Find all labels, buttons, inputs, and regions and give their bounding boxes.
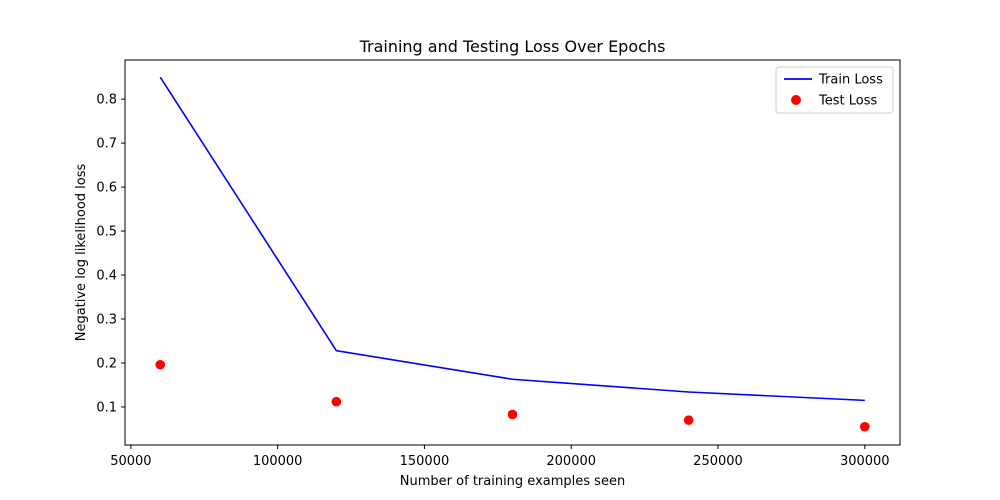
x-tick-label: 300000 — [840, 454, 890, 469]
x-tick-label: 250000 — [693, 454, 743, 469]
y-tick-label: 0.6 — [96, 181, 117, 196]
legend-test-loss-label: Test Loss — [818, 94, 877, 109]
x-tick-label: 200000 — [546, 454, 596, 469]
x-tick-label: 50000 — [110, 454, 151, 469]
test-loss-point — [331, 396, 342, 407]
x-tick-label: 100000 — [253, 454, 303, 469]
test-loss-point — [507, 409, 518, 420]
x-axis-ticks: 50000 100000 150000 200000 250000 300000 — [110, 445, 890, 469]
chart-title: Training and Testing Loss Over Epochs — [359, 37, 666, 56]
train-loss-line — [159, 76, 865, 402]
legend-test-loss-swatch — [791, 95, 801, 105]
y-tick-label: 0.8 — [96, 93, 117, 108]
y-tick-label: 0.4 — [96, 269, 117, 284]
legend-train-loss-label: Train Loss — [818, 73, 883, 88]
plot-frame — [124, 59, 901, 446]
test-loss-point — [683, 415, 694, 425]
x-axis-label: Number of training examples seen — [400, 474, 625, 489]
y-axis-label: Negative log likelihood loss — [74, 163, 89, 341]
y-tick-label: 0.1 — [96, 400, 117, 415]
y-axis-ticks: 0.1 0.2 0.3 0.4 0.5 0.6 0.7 0.8 — [96, 93, 125, 415]
y-tick-label: 0.2 — [96, 356, 117, 371]
y-tick-label: 0.5 — [96, 225, 117, 240]
test-loss-point — [155, 359, 166, 370]
y-tick-label: 0.3 — [96, 313, 117, 328]
plot-marks — [155, 76, 870, 432]
x-tick-label: 150000 — [400, 454, 450, 469]
legend: Train Loss Test Loss — [775, 66, 894, 114]
test-loss-point — [859, 421, 870, 432]
y-tick-label: 0.7 — [96, 137, 117, 152]
